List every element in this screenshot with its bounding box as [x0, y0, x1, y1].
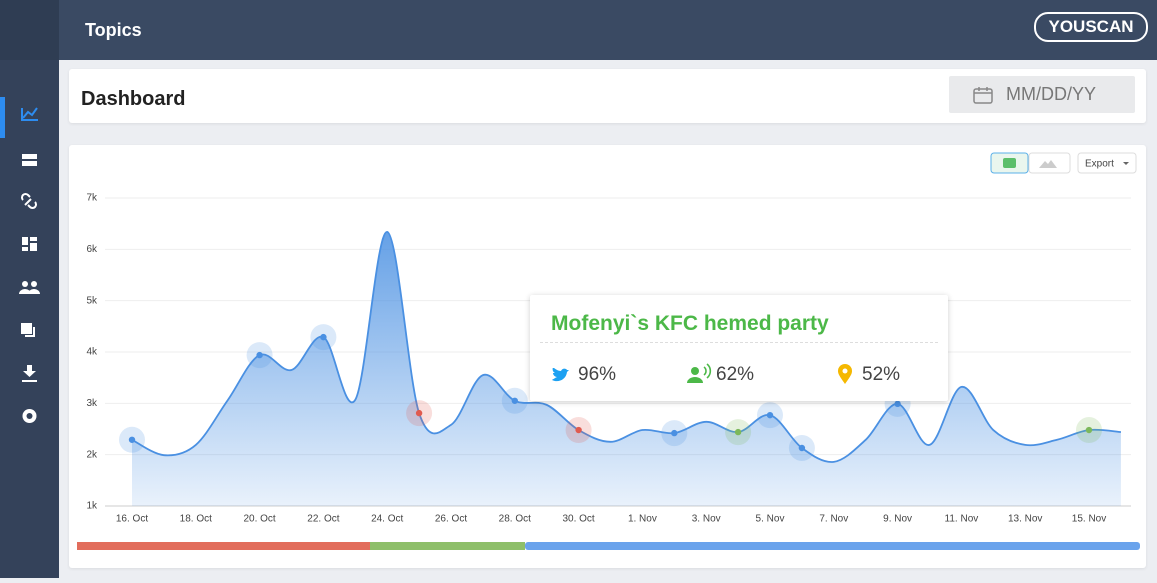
- reach-icon: [687, 363, 712, 383]
- sentiment-neutral: [370, 542, 525, 550]
- x-tick-label: 11. Nov: [945, 514, 979, 525]
- bubble-icon: [1003, 158, 1016, 168]
- x-tick-label: 22. Oct: [307, 514, 339, 525]
- sentiment-positive: [525, 542, 1140, 550]
- dashboard-title: Dashboard: [81, 88, 186, 110]
- x-tick-label: 13. Nov: [1008, 514, 1042, 525]
- page-title: Topics: [85, 20, 142, 40]
- export-button[interactable]: [1077, 152, 1137, 174]
- event-dot: [671, 429, 678, 437]
- event-dot: [894, 400, 901, 408]
- twitter-share: 96%: [578, 364, 617, 385]
- logo-corner: [0, 0, 59, 60]
- x-tick-label: 18. Oct: [180, 514, 212, 525]
- event-dot: [1085, 426, 1093, 434]
- area: [132, 231, 1121, 507]
- sidebar-icons: [0, 97, 40, 423]
- export-caret: [1123, 162, 1129, 165]
- event-dot: [734, 428, 742, 436]
- sidebar: [0, 60, 59, 578]
- event-dot: [415, 409, 423, 417]
- chart-icon[interactable]: [21, 107, 38, 121]
- brand-logo[interactable]: YOUSCAN: [1034, 12, 1148, 42]
- y-tick-label: 7k: [86, 193, 98, 204]
- dashboard-icon[interactable]: [22, 237, 28, 245]
- download-icon[interactable]: [22, 365, 37, 382]
- link-icon[interactable]: [20, 192, 38, 210]
- active-indicator: [0, 97, 5, 138]
- x-tick-label: 28. Oct: [499, 514, 531, 525]
- date-picker[interactable]: MM/DD/YY: [949, 76, 1135, 113]
- event-dot: [575, 426, 582, 434]
- x-tick-label: 1. Nov: [628, 514, 657, 525]
- location-share: 52%: [862, 364, 901, 385]
- tooltip: Mofenyi`s KFC hemed party 96% 62% 52%: [530, 295, 948, 401]
- event-dot: [511, 397, 518, 404]
- event-dot: [320, 333, 327, 341]
- x-tick-label: 5. Nov: [756, 514, 785, 525]
- y-tick-label: 1k: [86, 501, 98, 512]
- event-dot: [798, 444, 806, 452]
- tooltip-divider: [540, 342, 938, 343]
- x-tick-label: 9. Nov: [883, 514, 912, 525]
- export-label: Export: [1085, 159, 1114, 170]
- x-tick-label: 7. Nov: [819, 514, 848, 525]
- x-tick-label: 3. Nov: [692, 514, 721, 525]
- y-tick-label: 5k: [86, 295, 98, 306]
- twitter-icon: [552, 368, 569, 382]
- event-dot: [766, 411, 774, 419]
- x-tick-label: 15. Nov: [1072, 514, 1106, 525]
- y-tick-label: 2k: [86, 449, 98, 460]
- sentiment-negative: [77, 542, 370, 550]
- line: [131, 230, 1121, 463]
- calendar-icon: [973, 87, 993, 104]
- top-bar: Topics YOUSCAN: [0, 0, 1157, 60]
- x-tick-label: 26. Oct: [435, 514, 467, 525]
- event-dot: [128, 436, 136, 443]
- x-tick-label: 20. Oct: [243, 514, 275, 525]
- reach-share: 62%: [716, 364, 755, 385]
- x-tick-label: 30. Oct: [562, 514, 594, 525]
- x-tick-label: 24. Oct: [371, 514, 403, 525]
- x-tick-label: 16. Oct: [116, 514, 148, 525]
- event-dot: [256, 351, 263, 359]
- copy-icon[interactable]: [21, 323, 32, 334]
- dashboard-header: Dashboard MM/DD/YY: [69, 69, 1146, 123]
- y-tick-label: 3k: [86, 398, 98, 409]
- list-icon-part: [22, 161, 37, 166]
- tooltip-title: Mofenyi`s KFC hemed party: [551, 312, 829, 335]
- area-icon: [1039, 160, 1057, 168]
- date-placeholder: MM/DD/YY: [1006, 84, 1096, 104]
- users-icon[interactable]: [22, 281, 28, 287]
- y-tick-label: 4k: [86, 347, 98, 358]
- location-icon: [838, 364, 852, 384]
- list-icon[interactable]: [22, 154, 37, 159]
- y-tick-label: 6k: [86, 244, 98, 255]
